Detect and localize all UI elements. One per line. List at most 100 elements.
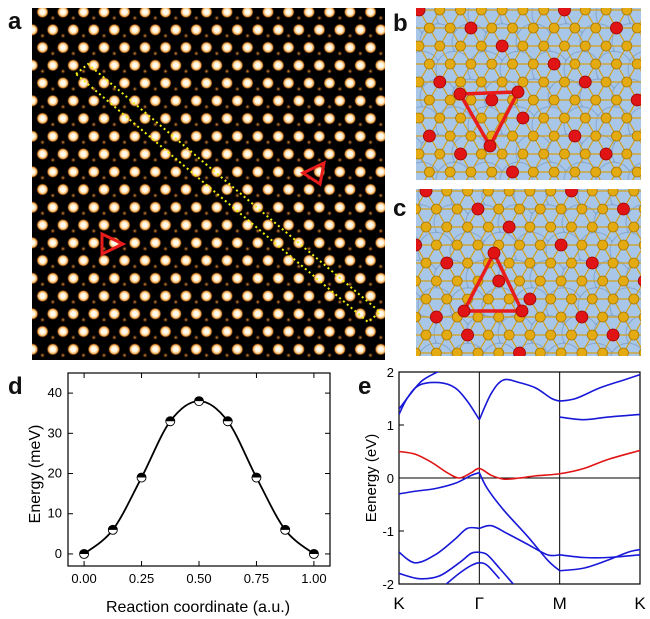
stm-bright-spot <box>302 325 316 338</box>
stm-dim-spot <box>193 157 200 163</box>
stm-dim-spot <box>337 121 343 128</box>
stm-bright-spot <box>343 254 357 267</box>
yellow-atom <box>607 221 619 233</box>
stm-dim-spot <box>203 281 210 288</box>
stm-dim-spot <box>39 317 46 323</box>
stm-bright-spot <box>323 254 336 267</box>
red-atom <box>599 147 613 161</box>
chart-d-xtick-label: 0.50 <box>186 571 211 586</box>
yellow-atom <box>482 329 494 341</box>
stm-dim-spot <box>337 299 343 305</box>
yellow-atom <box>545 221 557 233</box>
yellow-atom <box>618 311 629 323</box>
stm-bright-spot <box>36 254 49 267</box>
stm-bright-spot <box>87 343 100 356</box>
stm-bright-spot <box>374 23 385 36</box>
yellow-atom <box>569 58 581 70</box>
red-atom <box>637 275 641 287</box>
stm-dim-spot <box>285 33 292 39</box>
stm-bright-spot <box>231 130 244 143</box>
stm-bright-spot <box>231 236 244 249</box>
stm-dim-spot <box>60 246 66 252</box>
stm-bright-spot <box>159 254 172 267</box>
stm-dim-spot <box>337 15 343 21</box>
stm-bright-spot <box>149 23 162 36</box>
yellow-atom <box>475 148 487 160</box>
yellow-atom <box>600 112 612 124</box>
stm-bright-spot <box>46 236 59 249</box>
stm-bright-spot <box>36 8 49 19</box>
stm-bright-spot <box>333 59 346 72</box>
yellow-atom <box>631 22 641 34</box>
stm-dim-spot <box>357 15 364 21</box>
stm-bright-spot <box>87 201 100 214</box>
stm-bright-spot <box>46 307 59 320</box>
stm-bright-spot <box>200 183 213 196</box>
stm-dim-spot <box>357 157 364 163</box>
stm-bright-spot <box>261 218 275 232</box>
stm-bright-spot <box>241 218 254 232</box>
red-atom <box>416 8 426 17</box>
stm-bright-spot <box>190 201 203 214</box>
stm-bright-spot <box>354 236 367 249</box>
stm-dim-spot <box>367 281 374 288</box>
stm-dim-spot <box>214 15 220 21</box>
chart-e-ytick-label: -2 <box>382 577 394 592</box>
yellow-atom <box>465 58 477 70</box>
yellow-atom <box>600 40 612 52</box>
stm-bright-spot <box>97 254 111 267</box>
yellow-atom <box>475 112 487 124</box>
stm-bright-spot <box>333 130 346 143</box>
stm-bright-spot <box>32 343 39 356</box>
yellow-atom <box>559 76 570 88</box>
yellow-atom <box>493 203 505 215</box>
stm-dim-spot <box>234 86 241 92</box>
stm-dim-spot <box>173 50 179 57</box>
stm-dim-spot <box>50 334 56 341</box>
stm-bright-spot <box>354 272 367 285</box>
stm-bright-spot <box>46 23 59 36</box>
stm-bright-spot <box>169 94 182 108</box>
stm-bright-spot <box>302 218 316 232</box>
stm-dim-spot <box>234 50 241 57</box>
stm-dim-spot <box>244 33 251 39</box>
stm-bright-spot <box>333 236 346 249</box>
point-half-fill <box>108 525 118 530</box>
stm-dim-spot <box>70 15 77 21</box>
stm-bright-spot <box>138 8 152 19</box>
stm-dim-spot <box>224 210 230 217</box>
stm-bright-spot <box>231 307 244 320</box>
stm-dim-spot <box>347 104 353 110</box>
stm-dim-spot <box>142 246 148 252</box>
stm-dim-spot <box>173 263 179 270</box>
stm-bright-spot <box>138 41 152 54</box>
stm-bright-spot <box>251 23 264 36</box>
stm-bright-spot <box>251 236 264 249</box>
stm-bright-spot <box>292 165 305 178</box>
stm-bright-spot <box>251 272 264 285</box>
stm-bright-spot <box>272 130 285 143</box>
stm-bright-spot <box>97 289 111 303</box>
stm-lattice-image <box>32 8 385 360</box>
stm-dim-spot <box>255 263 261 270</box>
stm-dim-spot <box>244 281 251 288</box>
stm-dim-spot <box>132 228 138 234</box>
yellow-atom <box>566 293 577 305</box>
yellow-atom <box>607 293 619 305</box>
stm-dim-spot <box>80 210 87 217</box>
stm-bright-spot <box>374 272 385 285</box>
chart-d-ylabel: Energy (meV) <box>27 425 44 524</box>
stm-bright-spot <box>56 254 70 267</box>
chart-d-point <box>194 396 204 407</box>
stm-dim-spot <box>255 334 261 341</box>
stm-dim-spot <box>255 15 261 21</box>
stm-dim-spot <box>306 68 312 75</box>
stm-bright-spot <box>323 183 336 196</box>
stm-dim-spot <box>111 263 118 270</box>
chart-e-blue-band <box>399 551 480 580</box>
yellow-atom <box>430 275 442 287</box>
stm-dim-spot <box>347 33 353 39</box>
yellow-atom <box>444 130 456 142</box>
stm-dim-spot <box>378 86 384 92</box>
stm-bright-spot <box>128 307 141 320</box>
